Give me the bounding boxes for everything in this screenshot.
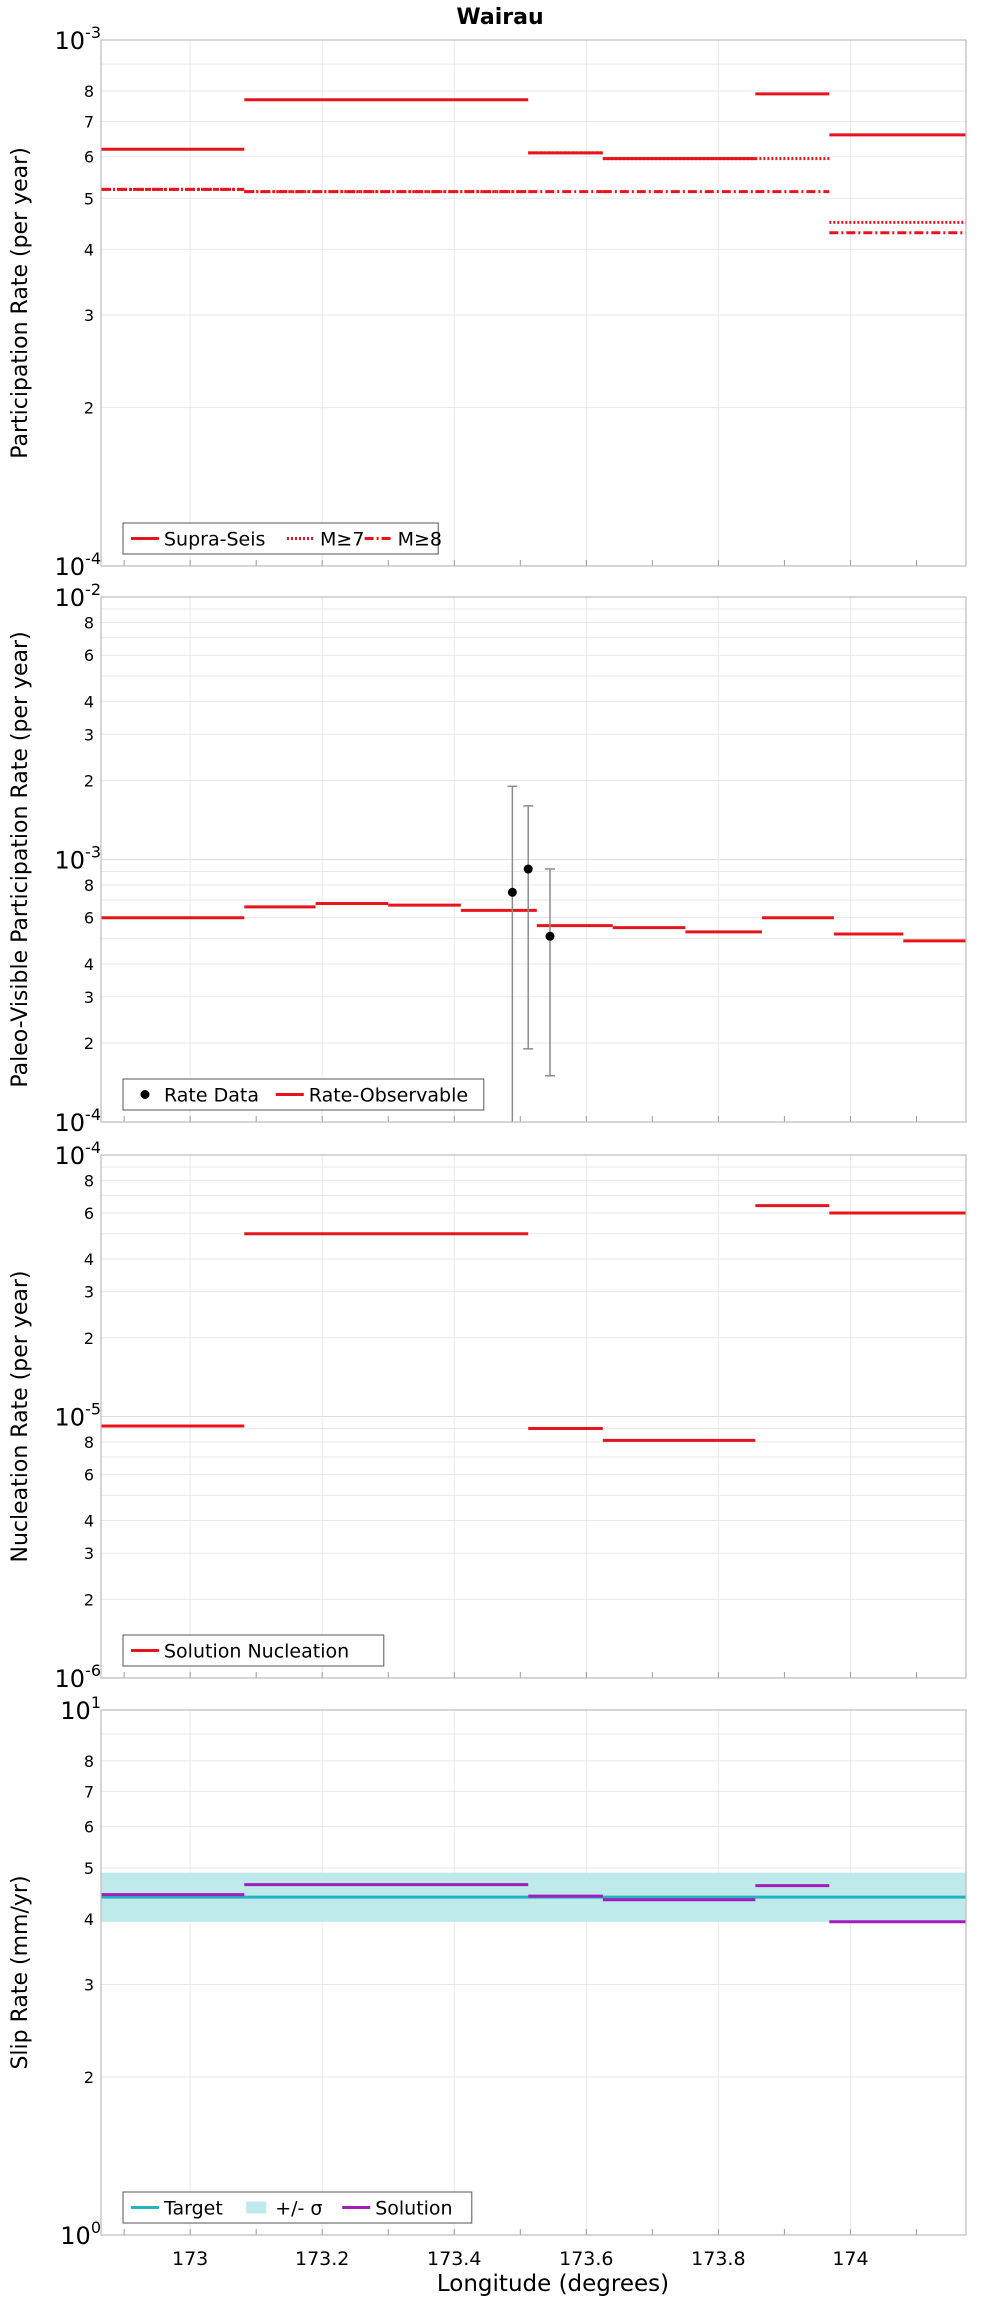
y-axis-label: Slip Rate (mm/yr): [8, 1875, 33, 2069]
y-tick-label: 8: [84, 876, 94, 895]
legend-box: [122, 2191, 473, 2224]
y-tick-label: 3: [84, 988, 94, 1007]
panel-4: 2 3 4 5 6 7 8 100 101 Slip Rate (mm/yr) Target +/- …: [8, 1693, 967, 2270]
y-tick-label: 2: [84, 1329, 94, 1348]
y-tick-label: 5: [84, 189, 94, 208]
panel-1: 2 3 4 5 6 7 8 10-4 10-3 Participation Rate (per y…: [8, 23, 967, 581]
x-tick-label: 173: [172, 2248, 208, 2270]
x-tick-label: 174: [832, 2248, 868, 2270]
y-major-tick-label: 10-2: [55, 580, 102, 612]
data-point: [507, 887, 517, 897]
y-major-tick-label: 10-4: [55, 1105, 102, 1137]
legend-label: M≥7: [320, 529, 364, 551]
plot-frame: [100, 39, 967, 567]
y-tick-label: 2: [84, 1590, 94, 1609]
y-major-tick-label: 10-6: [55, 1661, 102, 1693]
y-tick-label: 2: [84, 399, 94, 418]
x-tick-label: 173.4: [427, 2248, 481, 2270]
legend-label: Target: [163, 2198, 223, 2220]
x-tick-label: 173.6: [559, 2248, 613, 2270]
y-tick-label: 4: [84, 1512, 94, 1531]
y-tick-label: 8: [84, 1752, 94, 1771]
legend-label: M≥8: [398, 529, 442, 551]
x-tick-label: 173.2: [295, 2248, 349, 2270]
y-tick-label: 7: [84, 1782, 94, 1801]
y-tick-label: 6: [84, 1204, 94, 1223]
legend: Supra-Seis M≥7 M≥8: [122, 522, 442, 555]
y-tick-label: 3: [84, 1283, 94, 1302]
y-tick-label: 6: [84, 1817, 94, 1836]
y-axis-label: Nucleation Rate (per year): [8, 1271, 33, 1563]
legend-swatch-rate-data: [140, 1090, 150, 1099]
y-tick-label: 6: [84, 909, 94, 928]
y-tick-label: 3: [84, 725, 94, 744]
y-tick-label: 8: [84, 1433, 94, 1452]
legend-label: Solution: [375, 2198, 452, 2220]
x-axis-label: Longitude (degrees): [437, 2271, 669, 2297]
y-tick-label: 4: [84, 1250, 94, 1269]
legend-label: Rate-Observable: [309, 1085, 468, 1107]
legend-box: [122, 1634, 385, 1667]
legend-label: Solution Nucleation: [164, 1641, 349, 1663]
y-tick-label: 4: [84, 1910, 94, 1929]
y-tick-label: 3: [84, 1544, 94, 1563]
data-point: [523, 864, 533, 874]
y-tick-label: 8: [84, 82, 94, 101]
y-tick-label: 3: [84, 1976, 94, 1995]
legend-label: +/- σ: [275, 2198, 322, 2220]
y-axis-label: Paleo-Visible Participation Rate (per ye…: [8, 631, 33, 1087]
plot-frame: [100, 596, 967, 1123]
y-major-tick-label: 100: [60, 2218, 101, 2250]
data-point: [545, 931, 555, 941]
y-tick-label: 6: [84, 1466, 94, 1485]
y-major-tick-label: 10-3: [55, 843, 102, 875]
legend-swatch-sigma: [246, 2201, 267, 2214]
plot-frame: [100, 1154, 967, 1679]
y-major-tick-label: 10-5: [55, 1400, 102, 1432]
y-major-tick-label: 10-3: [55, 23, 102, 55]
plot-frame: [100, 1709, 967, 2236]
y-tick-label: 6: [84, 148, 94, 167]
y-axis-label: Participation Rate (per year): [8, 147, 33, 459]
chart-title: Wairau: [456, 5, 543, 30]
legend: Solution Nucleation: [122, 1634, 385, 1667]
y-tick-label: 4: [84, 240, 94, 259]
y-tick-label: 4: [84, 955, 94, 974]
legend-label: Supra-Seis: [164, 529, 265, 551]
y-tick-label: 5: [84, 1859, 94, 1878]
legend: Target +/- σ Solution: [122, 2191, 473, 2224]
y-tick-label: 8: [84, 613, 94, 632]
y-tick-label: 7: [84, 112, 94, 131]
y-tick-label: 8: [84, 1171, 94, 1190]
y-tick-label: 2: [84, 2068, 94, 2087]
y-major-tick-label: 101: [60, 1693, 101, 1725]
y-tick-label: 2: [84, 1034, 94, 1053]
y-tick-label: 6: [84, 646, 94, 665]
y-major-tick-label: 10-4: [55, 1138, 102, 1170]
legend-label: Rate Data: [164, 1085, 259, 1107]
panel-2: 2 3 4 6 8 2 3 4 6 8 10-4 10-3 10-2 Paleo-Visible Part…: [8, 580, 967, 1137]
y-tick-label: 4: [84, 692, 94, 711]
legend: Rate Data Rate-Observable: [122, 1078, 485, 1111]
y-tick-label: 3: [84, 306, 94, 325]
panel-3: 2 3 4 6 8 2 3 4 6 8 10-6 10-5 10-4 Nucleation Rate (p…: [8, 1138, 967, 1693]
y-tick-label: 2: [84, 771, 94, 790]
x-tick-label: 173.8: [691, 2248, 745, 2270]
y-major-tick-label: 10-4: [55, 549, 102, 581]
